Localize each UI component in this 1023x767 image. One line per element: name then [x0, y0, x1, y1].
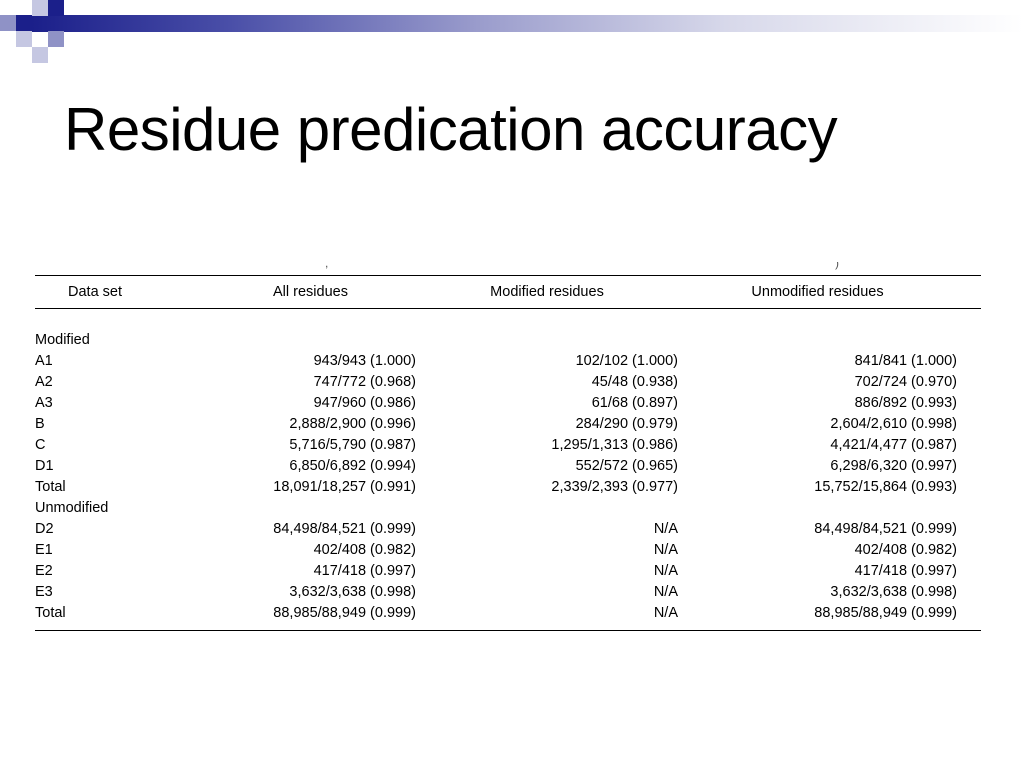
unmodified-residues-cell: 2,604/2,610 (0.998) — [830, 416, 957, 432]
modified-residues-cell: N/A — [653, 605, 678, 621]
unmodified-residues-cell: 402/408 (0.982) — [854, 542, 957, 558]
data-set-cell: E1 — [35, 542, 53, 558]
decor-square — [32, 47, 48, 63]
decor-square — [16, 15, 32, 31]
decor-square — [0, 15, 16, 31]
data-set-cell: C — [35, 437, 46, 453]
modified-residues-cell: 284/290 (0.979) — [575, 416, 678, 432]
table-row: A3 947/960 (0.986) 61/68 (0.897) 886/892 (0… — [35, 393, 981, 414]
group-row: Modified — [35, 330, 981, 351]
group-row: Unmodified — [35, 498, 981, 519]
decor-square — [16, 31, 32, 47]
data-set-cell: A3 — [35, 395, 53, 411]
all-residues-cell: 5,716/5,790 (0.987) — [289, 437, 416, 453]
modified-residues-cell: N/A — [653, 542, 678, 558]
unmodified-residues-cell: 4,421/4,477 (0.987) — [830, 437, 957, 453]
cropped-caption-remnant: ', ' ') — [95, 262, 839, 270]
column-header: Modified residues — [490, 283, 604, 300]
decor-square — [32, 0, 48, 16]
all-residues-cell: 402/408 (0.982) — [313, 542, 416, 558]
results-table: Data set All residues Modified residues … — [35, 275, 981, 631]
data-set-cell: E3 — [35, 584, 53, 600]
unmodified-residues-cell: 841/841 (1.000) — [854, 353, 957, 369]
table-row: E1 402/408 (0.982) N/A 402/408 (0.982) — [35, 540, 981, 561]
unmodified-residues-cell: 3,632/3,638 (0.998) — [830, 584, 957, 600]
unmodified-residues-cell: 886/892 (0.993) — [854, 395, 957, 411]
data-set-cell: A2 — [35, 374, 53, 390]
column-header: Data set — [68, 283, 122, 300]
table-row: A1 943/943 (1.000) 102/102 (1.000) 841/841 … — [35, 351, 981, 372]
table-row: C 5,716/5,790 (0.987) 1,295/1,313 (0.986) 4… — [35, 435, 981, 456]
modified-residues-cell: N/A — [653, 521, 678, 537]
table-row: A2 747/772 (0.968) 45/48 (0.938) 702/724 (0… — [35, 372, 981, 393]
unmodified-residues-cell: 6,298/6,320 (0.997) — [830, 458, 957, 474]
data-set-cell: D2 — [35, 521, 54, 537]
all-residues-cell: 947/960 (0.986) — [313, 395, 416, 411]
decor-square — [48, 31, 64, 47]
table-row: D2 84,498/84,521 (0.999) N/A 84,498/84,521 … — [35, 519, 981, 540]
modified-residues-cell: 61/68 (0.897) — [591, 395, 678, 411]
all-residues-cell: 88,985/88,949 (0.999) — [273, 605, 416, 621]
all-residues-cell: 747/772 (0.968) — [313, 374, 416, 390]
decor-square — [48, 0, 64, 16]
table-row: B 2,888/2,900 (0.996) 284/290 (0.979) 2,604… — [35, 414, 981, 435]
modified-residues-cell: 552/572 (0.965) — [575, 458, 678, 474]
table-row: E3 3,632/3,638 (0.998) N/A 3,632/3,638 (0.9… — [35, 582, 981, 603]
column-header: All residues — [273, 283, 348, 300]
all-residues-cell: 943/943 (1.000) — [313, 353, 416, 369]
modified-residues-cell: 102/102 (1.000) — [575, 353, 678, 369]
all-residues-cell: 417/418 (0.997) — [313, 563, 416, 579]
modified-residues-cell: N/A — [653, 584, 678, 600]
modified-residues-cell: N/A — [653, 563, 678, 579]
all-residues-cell: 84,498/84,521 (0.999) — [273, 521, 416, 537]
modified-residues-cell: 2,339/2,393 (0.977) — [551, 479, 678, 495]
data-set-cell: Total — [35, 605, 66, 621]
data-set-cell: B — [35, 416, 45, 432]
table-row: E2 417/418 (0.997) N/A 417/418 (0.997) — [35, 561, 981, 582]
data-set-cell: D1 — [35, 458, 54, 474]
column-header: Unmodified residues — [751, 283, 884, 300]
unmodified-residues-cell: 702/724 (0.970) — [854, 374, 957, 390]
unmodified-residues-cell: 15,752/15,864 (0.993) — [814, 479, 957, 495]
table-header-row: Data set All residues Modified residues … — [35, 275, 981, 309]
all-residues-cell: 2,888/2,900 (0.996) — [289, 416, 416, 432]
all-residues-cell: 6,850/6,892 (0.994) — [289, 458, 416, 474]
table-row: Total 88,985/88,949 (0.999) N/A 88,985/88,9… — [35, 603, 981, 624]
gradient-bar — [32, 15, 1023, 32]
all-residues-cell: 3,632/3,638 (0.998) — [289, 584, 416, 600]
table-body: Modified A1 943/943 (1.000) 102/102 (1.000)… — [35, 309, 981, 631]
data-set-cell: A1 — [35, 353, 53, 369]
slide-title: Residue predication accuracy — [64, 96, 838, 163]
table-row: D1 6,850/6,892 (0.994) 552/572 (0.965) 6,29… — [35, 456, 981, 477]
table-row: Total 18,091/18,257 (0.991) 2,339/2,393 (0… — [35, 477, 981, 498]
all-residues-cell: 18,091/18,257 (0.991) — [273, 479, 416, 495]
data-set-cell: Total — [35, 479, 66, 495]
unmodified-residues-cell: 417/418 (0.997) — [854, 563, 957, 579]
data-set-cell: E2 — [35, 563, 53, 579]
modified-residues-cell: 45/48 (0.938) — [591, 374, 678, 390]
modified-residues-cell: 1,295/1,313 (0.986) — [551, 437, 678, 453]
group-label: Unmodified — [35, 500, 109, 516]
unmodified-residues-cell: 84,498/84,521 (0.999) — [814, 521, 957, 537]
group-label: Modified — [35, 332, 90, 348]
unmodified-residues-cell: 88,985/88,949 (0.999) — [814, 605, 957, 621]
